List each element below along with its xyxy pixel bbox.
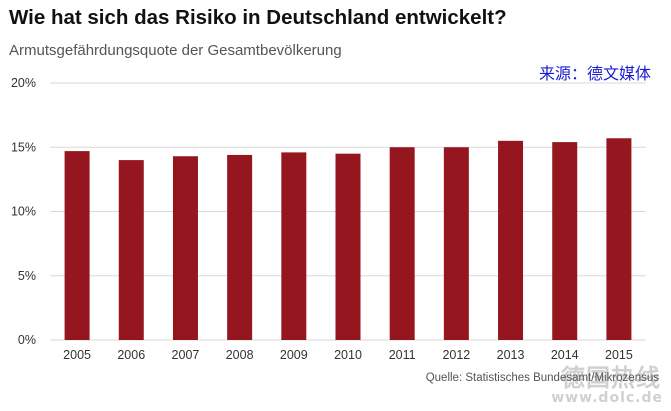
watermark-logo: 德国热线 xyxy=(561,364,661,392)
bar-2012 xyxy=(443,147,469,340)
x-tick-label: 2007 xyxy=(172,348,200,362)
x-tick-label: 2014 xyxy=(551,348,579,362)
source-note: Quelle: Statistisches Bundesamt/Mikrozen… xyxy=(425,372,659,384)
x-axis-ticks: 2005 2006 2007 2008 2009 2010 2011 2012 2013 2014… xyxy=(63,348,633,362)
y-tick-label: 0% xyxy=(18,333,36,347)
y-tick-label: 20% xyxy=(11,76,36,90)
bar-2008 xyxy=(227,154,253,340)
x-tick-label: 2008 xyxy=(226,348,254,362)
chart-title: Wie hat sich das Risiko in Deutschland e… xyxy=(9,6,507,29)
bar-2011 xyxy=(389,147,415,340)
x-tick-label: 2013 xyxy=(497,348,525,362)
bars xyxy=(64,138,632,340)
y-axis-ticks: 0% 5% 10% 15% 20% xyxy=(11,76,36,347)
bar-2005 xyxy=(64,151,90,340)
y-tick-label: 5% xyxy=(18,269,36,283)
x-tick-label: 2006 xyxy=(117,348,145,362)
chart-subtitle: Armutsgefährdungsquote der Gesamtbevölke… xyxy=(9,42,342,59)
y-tick-label: 15% xyxy=(11,140,36,154)
bar-2013 xyxy=(498,140,524,340)
source-note-cn: 来源：德文媒体 xyxy=(538,64,651,83)
watermark-url: www.dolc.de xyxy=(551,390,663,406)
y-tick-label: 10% xyxy=(11,205,36,219)
bar-2015 xyxy=(606,138,632,340)
bar-2006 xyxy=(118,160,144,340)
x-tick-label: 2015 xyxy=(605,348,633,362)
x-tick-label: 2012 xyxy=(442,348,470,362)
x-tick-label: 2011 xyxy=(389,348,416,362)
bar-2007 xyxy=(172,156,198,340)
bar-2010 xyxy=(335,153,361,340)
x-tick-label: 2009 xyxy=(280,348,308,362)
bar-2014 xyxy=(552,142,578,340)
x-tick-label: 2005 xyxy=(63,348,91,362)
bar-2009 xyxy=(281,152,307,340)
x-tick-label: 2010 xyxy=(334,348,362,362)
